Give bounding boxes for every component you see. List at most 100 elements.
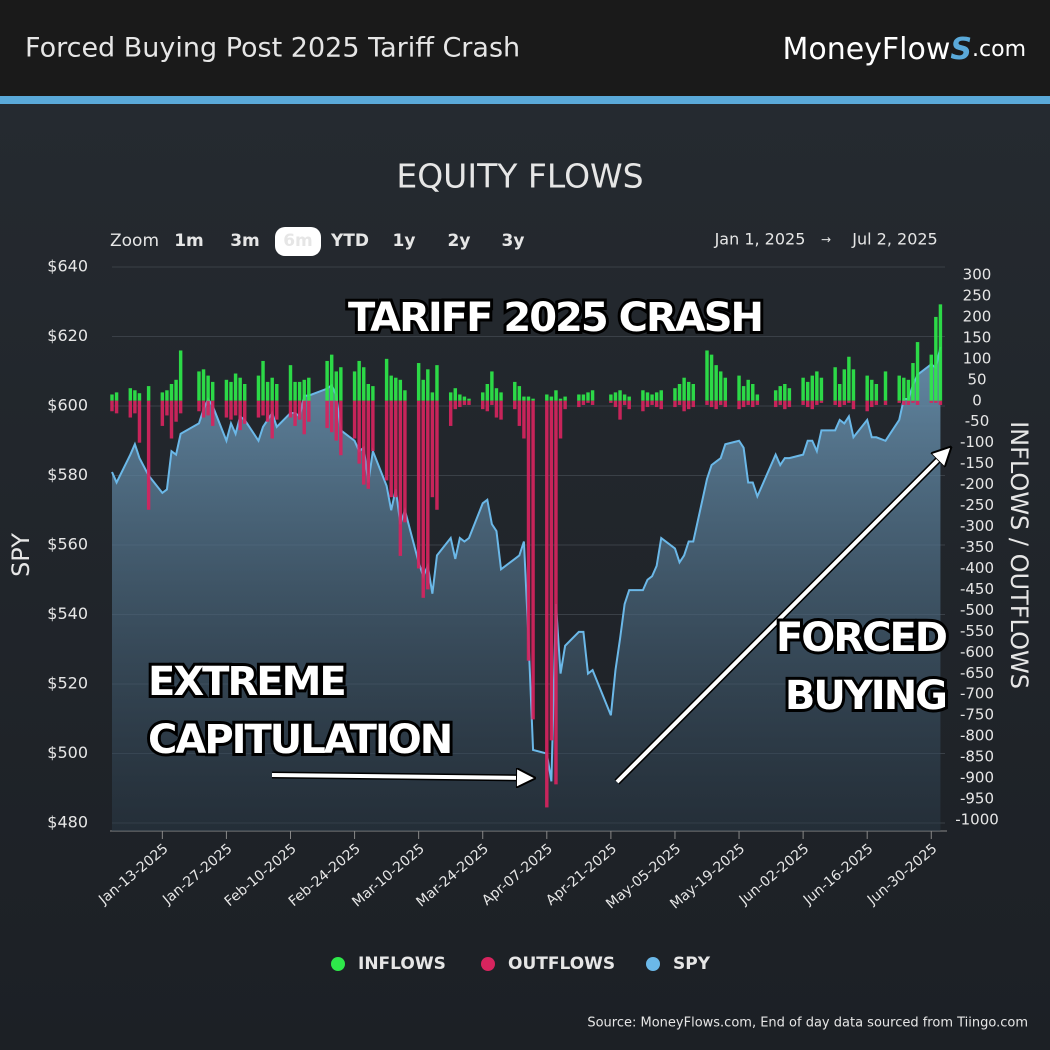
flow-bar xyxy=(870,379,874,401)
y2-tick-label: -700 xyxy=(960,685,994,703)
flow-bar xyxy=(805,400,810,408)
flow-bar xyxy=(705,400,709,405)
flow-bar xyxy=(270,377,274,401)
flow-bar xyxy=(874,400,879,405)
flow-bar xyxy=(499,400,503,420)
flow-bar xyxy=(169,400,174,439)
flow-bar xyxy=(746,379,750,401)
flow-bar xyxy=(293,400,297,426)
flow-bar xyxy=(513,381,517,401)
flow-bar xyxy=(778,386,782,401)
flow-bar xyxy=(243,384,247,401)
y2-axis-title: INFLOWS / OUTFLOWS xyxy=(1005,421,1033,689)
flow-bar xyxy=(357,400,361,464)
flow-bar xyxy=(128,388,133,401)
legend-label: INFLOWS xyxy=(358,954,446,974)
y2-tick-label: 0 xyxy=(972,391,982,409)
flow-bar xyxy=(911,363,915,401)
flow-bar xyxy=(210,400,215,426)
flow-bar xyxy=(833,400,837,405)
zoom-button[interactable]: 3m xyxy=(230,231,260,251)
flow-bar xyxy=(659,390,663,401)
flow-bar xyxy=(206,400,210,416)
flow-bar xyxy=(545,394,549,401)
flow-bar xyxy=(581,394,586,401)
flow-bar xyxy=(815,371,819,401)
zoom-button[interactable]: 1m xyxy=(174,231,204,251)
flow-bar xyxy=(201,400,206,418)
flow-bar xyxy=(773,400,778,408)
zoom-button[interactable]: 1y xyxy=(393,231,416,251)
flow-bar xyxy=(398,400,403,556)
flow-bar xyxy=(416,363,421,401)
flow-bar xyxy=(389,400,393,498)
flow-bar xyxy=(229,381,233,401)
zoom-button[interactable]: 3y xyxy=(502,231,525,251)
source: Source: MoneyFlows.com, End of day data … xyxy=(587,1016,1028,1031)
y2-tick-label: -550 xyxy=(960,622,994,640)
flow-bar xyxy=(838,384,842,401)
y2-tick-label: -1000 xyxy=(955,811,999,829)
flow-bar xyxy=(293,381,297,401)
legend-label: OUTFLOWS xyxy=(508,954,615,974)
y2-tick-label: -300 xyxy=(960,517,994,535)
flow-bar xyxy=(709,354,714,401)
flow-bar xyxy=(741,400,746,408)
flow-bar xyxy=(467,400,471,405)
flow-bar xyxy=(110,400,114,412)
flow-bar xyxy=(522,400,526,439)
arrow xyxy=(615,452,946,784)
y2-tick-label: -950 xyxy=(960,790,994,808)
flow-bar xyxy=(558,398,563,401)
flow-bar xyxy=(902,377,906,401)
flow-bar xyxy=(586,400,590,403)
flow-bar xyxy=(229,400,233,420)
flow-bar xyxy=(481,400,485,410)
chart-title: EQUITY FLOWS xyxy=(396,157,643,196)
flow-bar xyxy=(549,396,554,401)
flow-bar xyxy=(384,400,389,481)
flow-bar xyxy=(906,379,911,401)
flow-bar xyxy=(275,400,279,420)
spy-line xyxy=(111,346,942,782)
header-title: Forced Buying Post 2025 Tariff Crash xyxy=(25,33,520,64)
plot: $480 $500 $520 $540 $560 $580 $600 $620 $640 -100… xyxy=(47,257,999,913)
flow-bar xyxy=(563,400,567,410)
flow-bar xyxy=(137,393,142,401)
flow-bar xyxy=(481,392,485,401)
flow-bar xyxy=(755,400,760,405)
annotation: BUYING xyxy=(785,673,946,719)
overlay: TARIFF 2025 CRASH EXTREME CAPITULATION FORC… xyxy=(145,292,947,784)
flow-bar xyxy=(819,377,824,401)
flow-bar xyxy=(114,400,119,414)
flow-bar xyxy=(545,400,549,808)
flow-bar xyxy=(645,400,650,408)
flow-bar xyxy=(517,386,522,401)
logo: MoneyFlowS.com xyxy=(782,32,1026,67)
flow-bar xyxy=(883,400,888,405)
flow-bar xyxy=(133,400,137,414)
flow-bar xyxy=(265,400,270,422)
zoom-button[interactable]: YTD xyxy=(330,231,369,251)
flow-bar xyxy=(288,400,293,418)
flow-bar xyxy=(558,400,563,439)
flow-bar xyxy=(256,375,261,401)
flow-bar xyxy=(783,384,787,401)
zoom-button[interactable]: 2y xyxy=(448,231,471,251)
flow-bar xyxy=(238,377,242,401)
flow-bar xyxy=(847,400,851,403)
flow-bar xyxy=(787,388,792,401)
y2-tick-label: -250 xyxy=(960,496,994,514)
zoom-button[interactable]: 6m xyxy=(283,231,313,251)
y-axis-title: SPY xyxy=(7,533,35,577)
flow-bar xyxy=(513,400,517,410)
flow-bar xyxy=(426,400,430,590)
flow-bar xyxy=(531,400,535,720)
arrow xyxy=(271,775,528,778)
flow-bar xyxy=(137,400,142,443)
flow-bar xyxy=(805,381,810,401)
flow-bar xyxy=(128,400,133,418)
flow-bar xyxy=(197,371,201,401)
flow-bar xyxy=(911,400,915,403)
flow-bar xyxy=(485,384,490,401)
